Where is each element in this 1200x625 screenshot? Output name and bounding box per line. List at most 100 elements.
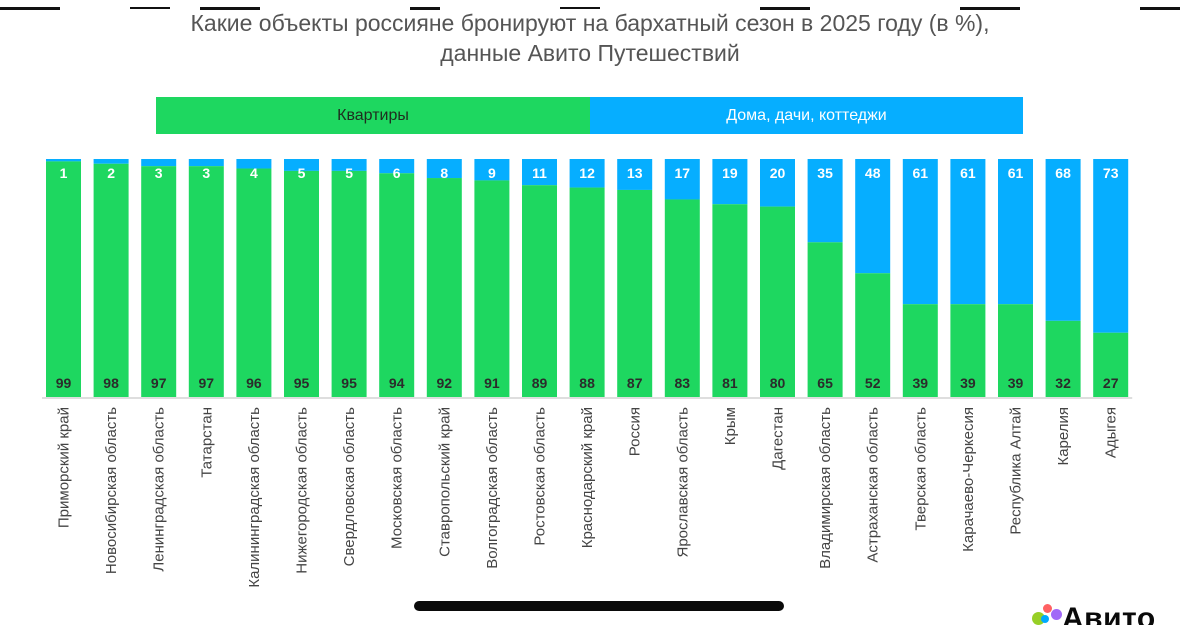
tick-label: Ставропольский край — [436, 407, 453, 557]
data-label-houses: 17 — [675, 165, 691, 181]
bar-houses — [426, 159, 462, 179]
logo-dot — [1041, 615, 1049, 623]
bar-houses — [712, 159, 748, 205]
tick-label: Карелия — [1055, 407, 1072, 466]
bar-houses — [284, 159, 319, 171]
data-label-apartments: 97 — [199, 375, 215, 391]
bar-apartments — [1045, 320, 1081, 397]
bar-apartments — [236, 168, 272, 397]
bar-apartments — [379, 173, 415, 397]
bar-apartments — [569, 187, 605, 397]
tick-label: Новосибирская область — [103, 407, 120, 574]
bar-houses — [902, 159, 938, 305]
data-label-apartments: 96 — [246, 375, 262, 391]
chart-title: Какие объекты россияне бронируют на барх… — [190, 10, 990, 36]
tick-label: Карачаево-Черкесия — [960, 407, 977, 552]
data-label-houses: 1 — [60, 165, 68, 181]
bar-apartments — [426, 178, 462, 397]
data-label-houses: 5 — [345, 165, 353, 181]
data-label-apartments: 80 — [770, 375, 786, 391]
tick-label: Дагестан — [770, 407, 787, 470]
tick-label: Калининградская область — [246, 407, 263, 588]
data-label-houses: 12 — [579, 165, 595, 181]
bar-houses — [474, 159, 510, 181]
data-label-houses: 9 — [488, 165, 496, 181]
bar-houses — [236, 159, 272, 169]
tick-label: Астраханская область — [865, 407, 882, 563]
home-indicator-bar[interactable] — [414, 601, 784, 611]
data-label-houses: 61 — [1008, 165, 1024, 181]
bar-apartments — [855, 273, 891, 397]
tick-label: Свердловская область — [341, 407, 358, 567]
avito-logo-text: Авито — [1062, 602, 1156, 625]
data-label-houses: 3 — [155, 165, 163, 181]
tick-label: Краснодарский край — [579, 407, 596, 548]
data-label-houses: 68 — [1055, 165, 1071, 181]
bar-houses — [855, 159, 891, 274]
chart-subtitle: данные Авито Путешествий — [440, 40, 740, 66]
data-label-houses: 61 — [913, 165, 929, 181]
tick-label: Волгоградская область — [484, 407, 501, 569]
data-label-houses: 4 — [250, 165, 258, 181]
data-label-apartments: 52 — [865, 375, 881, 391]
data-label-apartments: 94 — [389, 375, 405, 391]
data-label-apartments: 32 — [1055, 375, 1071, 391]
data-label-houses: 3 — [202, 165, 210, 181]
data-label-apartments: 89 — [532, 375, 548, 391]
legend-item-houses: Дома, дачи, коттеджи — [590, 97, 1023, 134]
data-label-houses: 8 — [440, 165, 448, 181]
data-label-houses: 11 — [532, 165, 547, 181]
bar-houses — [807, 159, 843, 243]
bar-apartments — [760, 206, 795, 397]
avito-logo-dots-icon — [1032, 604, 1066, 625]
data-label-houses: 6 — [393, 165, 401, 181]
data-label-apartments: 95 — [341, 375, 357, 391]
data-label-apartments: 83 — [675, 375, 691, 391]
tick-label: Адыгея — [1103, 407, 1120, 458]
bar-houses — [379, 159, 415, 174]
tick-label: Ростовская область — [532, 407, 549, 546]
data-label-apartments: 65 — [817, 375, 833, 391]
data-label-houses: 5 — [298, 165, 306, 181]
data-label-houses: 2 — [107, 165, 115, 181]
data-label-apartments: 81 — [722, 375, 738, 391]
data-label-apartments: 88 — [579, 375, 595, 391]
tick-label: Крым — [722, 407, 739, 445]
bar-apartments — [617, 189, 653, 397]
bar-apartments — [284, 170, 319, 397]
bar-houses — [188, 159, 224, 167]
bar-houses — [950, 159, 986, 305]
bar-apartments — [950, 304, 986, 397]
data-label-houses: 48 — [865, 165, 881, 181]
bar-houses — [141, 159, 177, 167]
bar-houses — [760, 159, 795, 207]
data-label-houses: 19 — [722, 165, 738, 181]
tick-label: Россия — [627, 407, 644, 456]
bar-houses — [664, 159, 700, 200]
data-label-apartments: 39 — [913, 375, 929, 391]
bar-apartments — [712, 204, 748, 397]
bar-houses — [93, 159, 129, 164]
tick-label: Владимирская область — [817, 407, 834, 569]
bar-apartments — [46, 161, 81, 397]
tick-label: Нижегородская область — [294, 407, 311, 574]
bar-houses — [998, 159, 1033, 305]
bar-houses — [1045, 159, 1081, 321]
data-label-houses: 73 — [1103, 165, 1119, 181]
data-label-apartments: 92 — [437, 375, 453, 391]
logo-dot — [1051, 609, 1062, 620]
data-label-apartments: 39 — [960, 375, 976, 391]
bar-apartments — [188, 166, 224, 397]
tick-label: Тверская область — [912, 407, 929, 531]
bar-apartments — [902, 304, 938, 397]
bar-apartments — [93, 163, 129, 397]
bar-houses — [46, 159, 81, 162]
data-label-houses: 61 — [960, 165, 976, 181]
bar-houses — [331, 159, 367, 171]
tick-label: Приморский край — [56, 407, 73, 528]
data-label-apartments: 97 — [151, 375, 167, 391]
data-label-houses: 35 — [817, 165, 833, 181]
data-label-apartments: 98 — [103, 375, 119, 391]
data-label-apartments: 87 — [627, 375, 643, 391]
